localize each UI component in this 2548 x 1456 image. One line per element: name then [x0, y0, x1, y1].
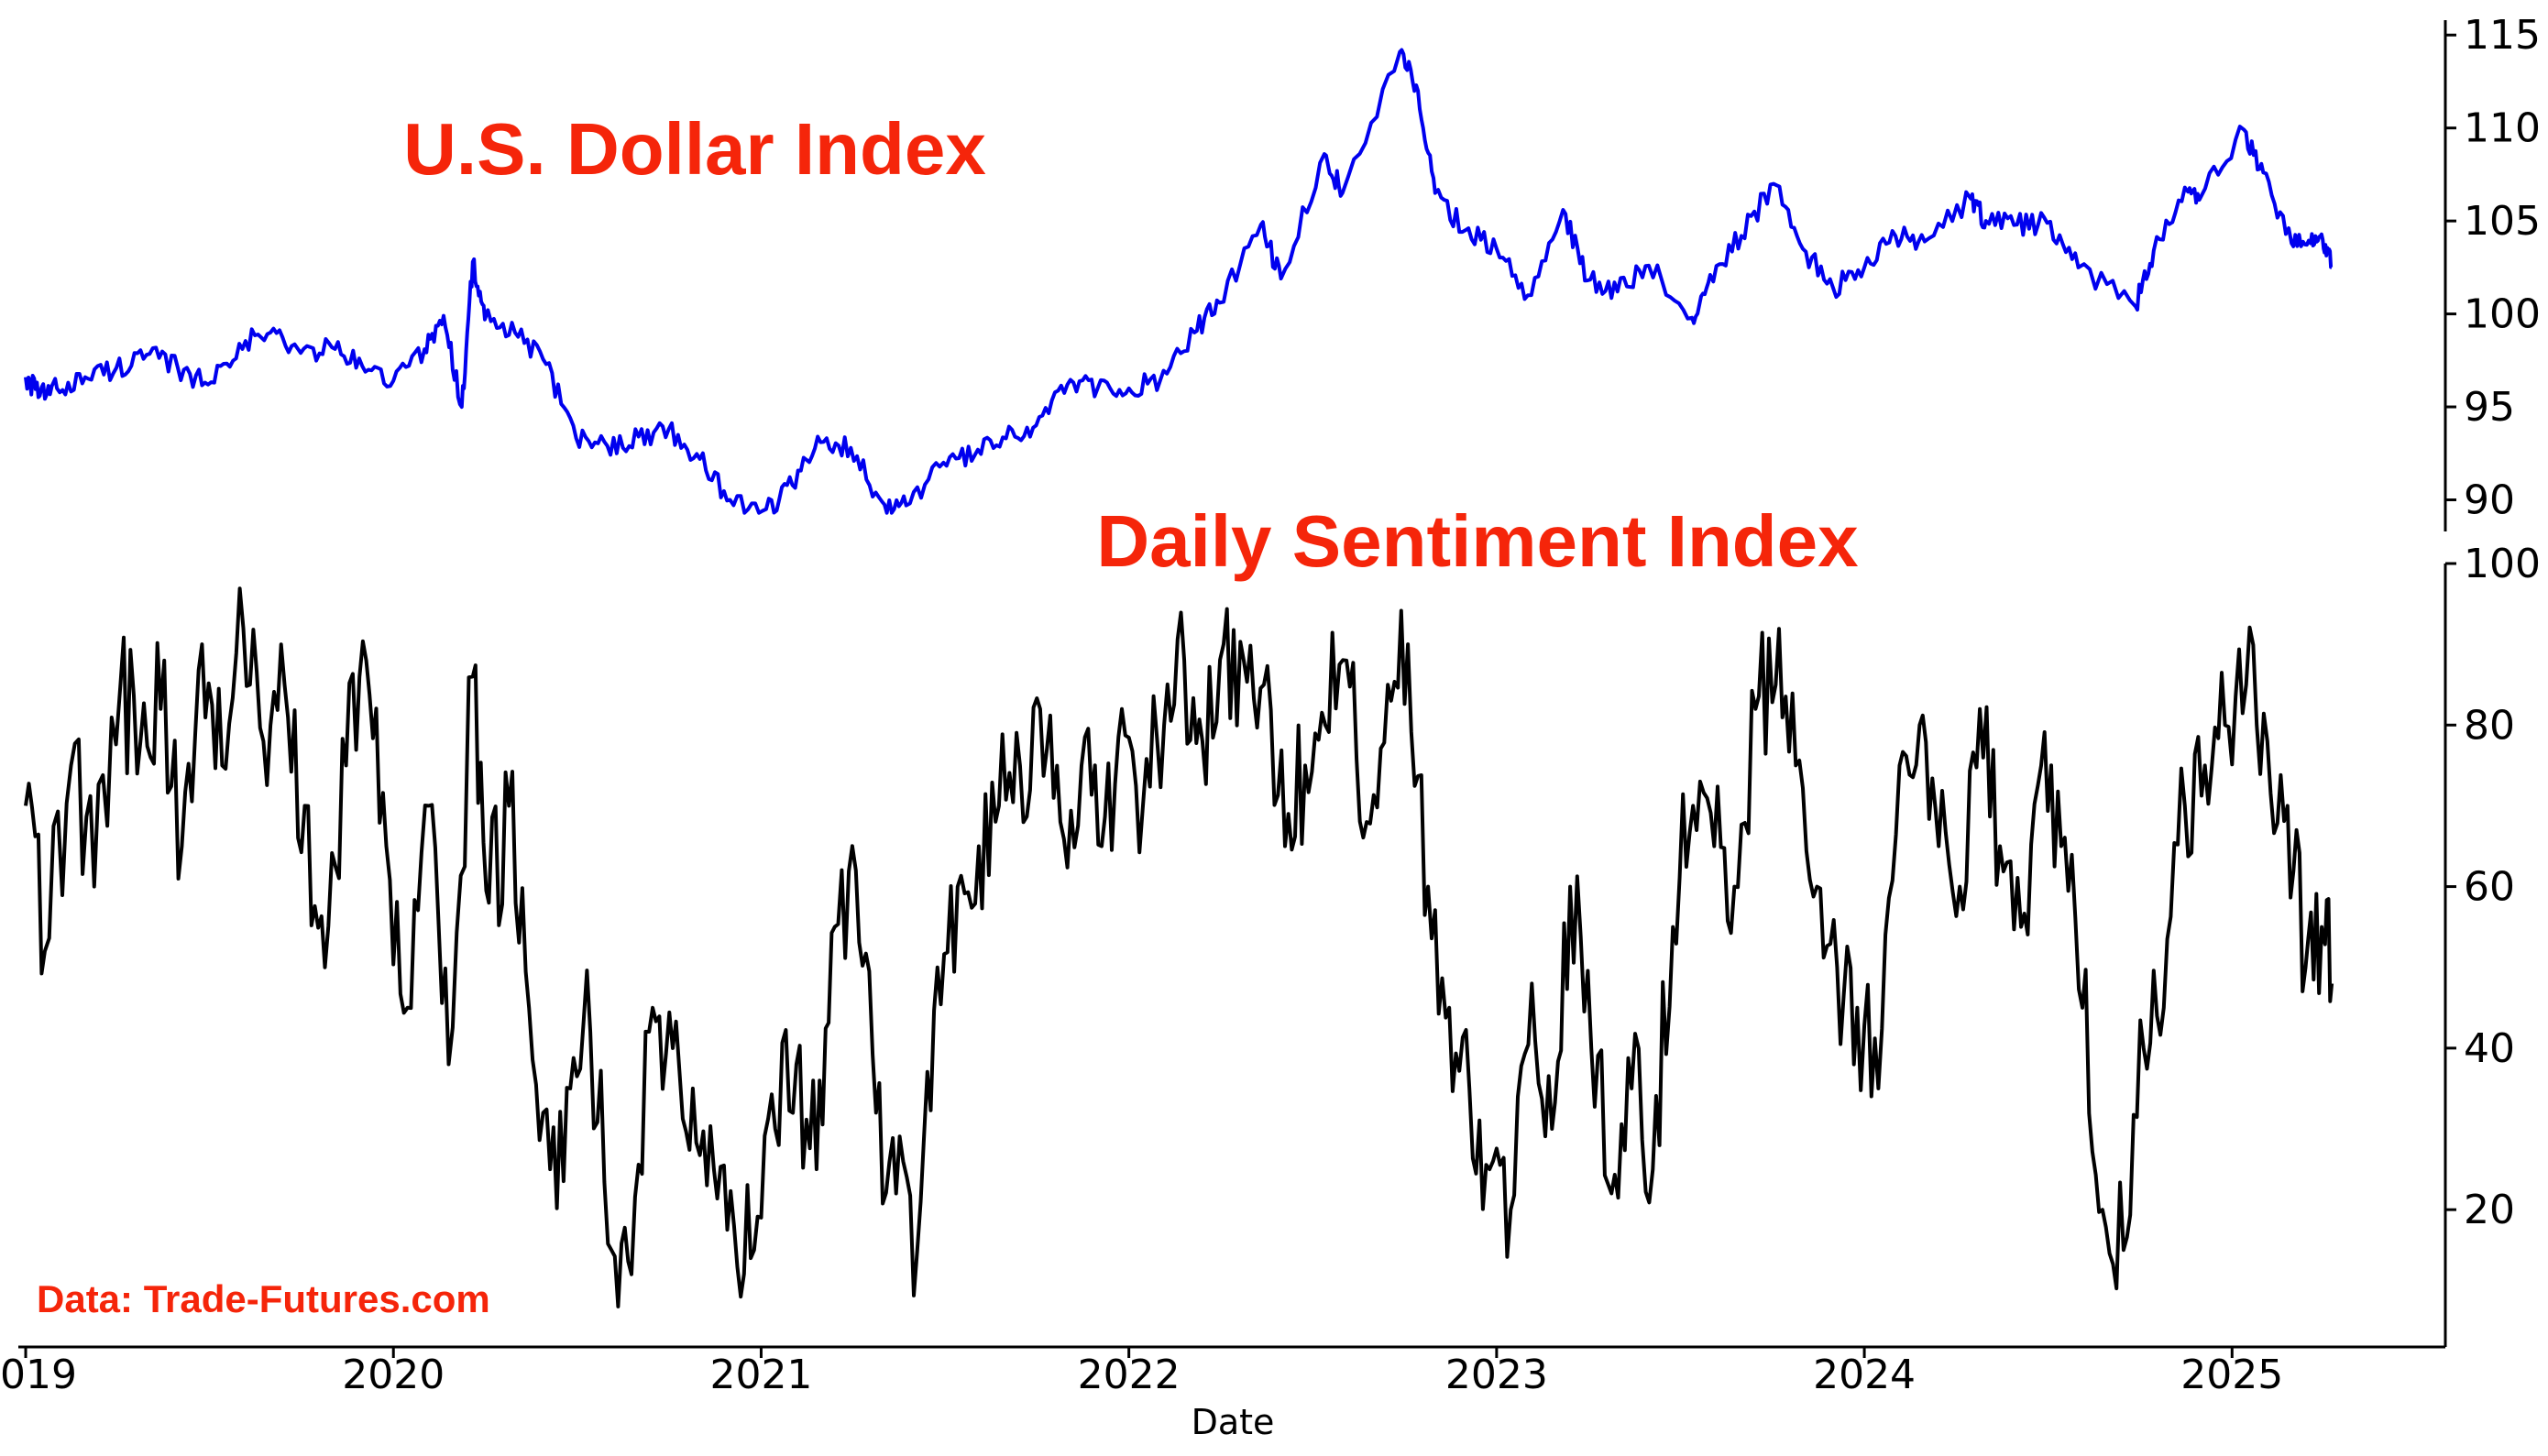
- x-tick-label: 2023: [1445, 1352, 1548, 1398]
- sentiment-index-y-tick-label: 20: [2464, 1187, 2515, 1233]
- sentiment-index-y-tick-label: 40: [2464, 1025, 2515, 1072]
- dollar-index-y-tick-label: 90: [2464, 477, 2515, 524]
- x-axis-label: Date: [1192, 1402, 1275, 1442]
- x-tick-label: 2024: [1813, 1352, 1916, 1398]
- dollar-index-y-tick-label: 105: [2464, 198, 2541, 245]
- sentiment-index-y-tick-label: 80: [2464, 702, 2515, 749]
- x-tick-label: 2021: [709, 1352, 812, 1398]
- dollar-index-y-tick-label: 110: [2464, 105, 2541, 152]
- x-tick-label: 2025: [2180, 1352, 2283, 1398]
- dollar-index-panel: U.S. Dollar Index 90 95 100 105 110 115: [24, 12, 2541, 531]
- dollar-index-title: U.S. Dollar Index: [403, 108, 986, 190]
- sentiment-index-y-tick-label: 60: [2464, 864, 2515, 911]
- dollar-index-series-line: [24, 48, 2334, 515]
- x-axis-ticks: 2019 2020 2021 2022 2023 2024 2025: [0, 1347, 2283, 1398]
- dollar-index-y-tick-label: 100: [2464, 291, 2541, 338]
- x-tick-label: 2022: [1078, 1352, 1181, 1398]
- dollar-index-y-ticks: 90 95 100 105 110 115: [2445, 12, 2541, 524]
- source-note: Data: Trade-Futures.com: [37, 1277, 490, 1320]
- sentiment-index-y-ticks: 20 40 60 80 100: [2445, 541, 2541, 1233]
- dollar-index-y-tick-label: 115: [2464, 12, 2541, 59]
- dollar-index-y-tick-label: 95: [2464, 384, 2515, 431]
- sentiment-index-y-tick-label: 100: [2464, 541, 2541, 587]
- sentiment-index-series-line: [24, 586, 2334, 1308]
- sentiment-index-title: Daily Sentiment Index: [1096, 500, 1858, 582]
- x-tick-label: 2020: [342, 1352, 445, 1398]
- x-tick-label: 2019: [0, 1352, 77, 1398]
